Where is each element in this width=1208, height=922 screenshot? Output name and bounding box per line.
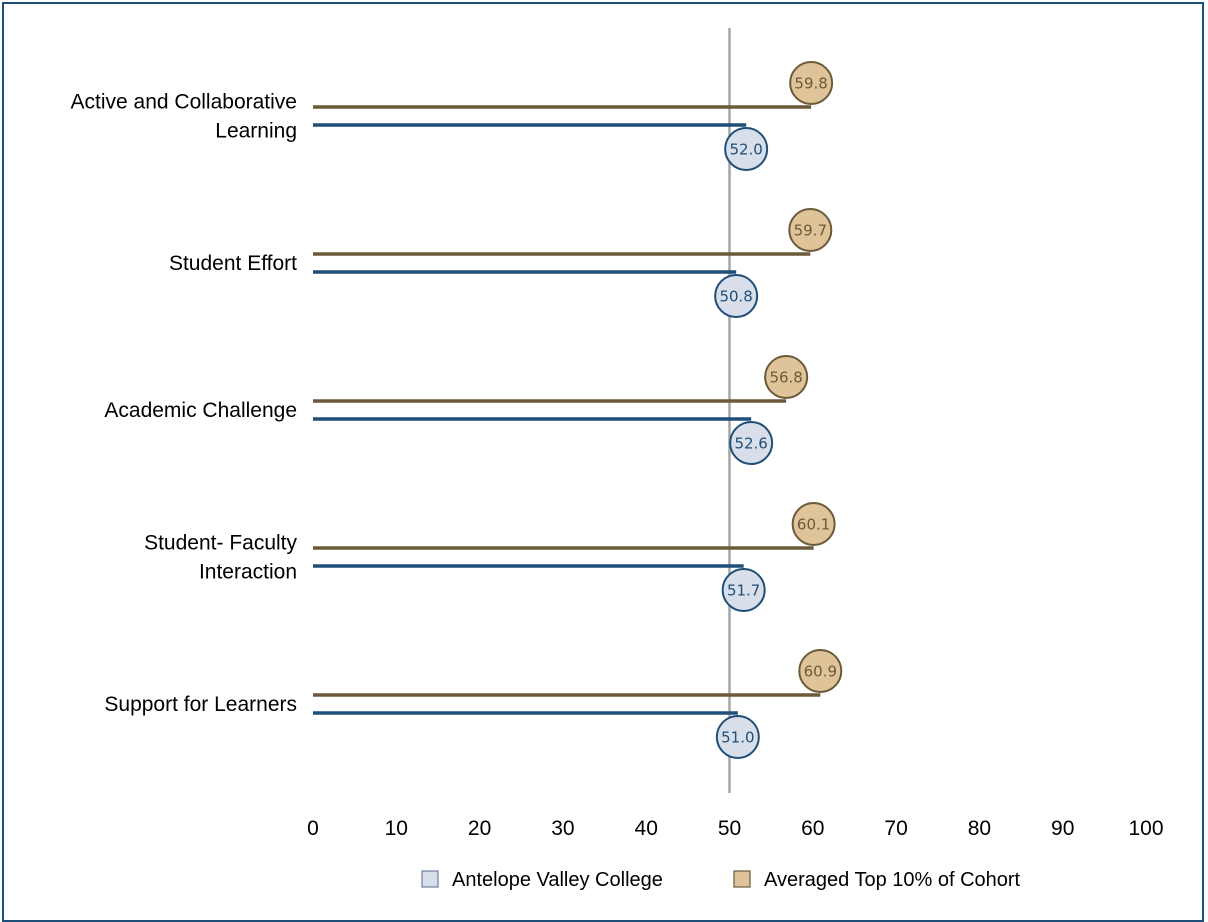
category-label: Support for Learners — [104, 693, 297, 716]
x-tick-label: 60 — [801, 817, 824, 840]
data-label: 60.9 — [804, 663, 837, 681]
x-tick-label: 40 — [635, 817, 658, 840]
value-marker — [729, 421, 774, 465]
legend-swatch — [421, 870, 439, 888]
x-tick-label: 80 — [968, 817, 991, 840]
x-tick-label: 20 — [468, 817, 491, 840]
data-label: 51.0 — [721, 729, 754, 747]
data-label: 60.1 — [797, 516, 830, 534]
legend-label: Antelope Valley College — [452, 869, 663, 891]
data-label: 51.7 — [727, 582, 760, 600]
x-tick-label: 30 — [551, 817, 574, 840]
lollipop-bar-chart: Active and Collaborative Learning Student … — [71, 28, 1164, 891]
category-label: Learning — [215, 120, 297, 143]
value-marker — [715, 715, 760, 759]
category-label: Active and Collaborative — [71, 91, 297, 114]
x-tick-label: 10 — [385, 817, 408, 840]
category-label: Student Effort — [169, 252, 297, 275]
category-label: Interaction — [199, 561, 297, 584]
category-label: Academic Challenge — [104, 399, 297, 422]
x-tick-label: 100 — [1128, 817, 1163, 840]
x-tick-label: 70 — [884, 817, 907, 840]
data-label: 52.6 — [734, 435, 767, 453]
legend-label: Averaged Top 10% of Cohort — [764, 869, 1021, 891]
value-marker — [714, 274, 759, 318]
x-tick-label: 0 — [307, 817, 319, 840]
value-marker — [721, 568, 766, 612]
data-label: 59.7 — [794, 222, 827, 240]
legend-swatch — [733, 870, 751, 888]
data-label: 56.8 — [769, 369, 802, 387]
value-marker — [789, 61, 834, 105]
x-tick-label: 50 — [718, 817, 741, 840]
value-marker — [764, 355, 809, 399]
data-label: 59.8 — [794, 75, 827, 93]
x-tick-label: 90 — [1051, 817, 1074, 840]
value-marker — [724, 127, 769, 171]
value-marker — [791, 502, 836, 546]
data-label: 50.8 — [719, 288, 752, 306]
value-marker — [798, 649, 843, 693]
data-label: 52.0 — [729, 141, 762, 159]
value-marker — [788, 208, 833, 252]
category-label: Student- Faculty — [144, 532, 297, 555]
